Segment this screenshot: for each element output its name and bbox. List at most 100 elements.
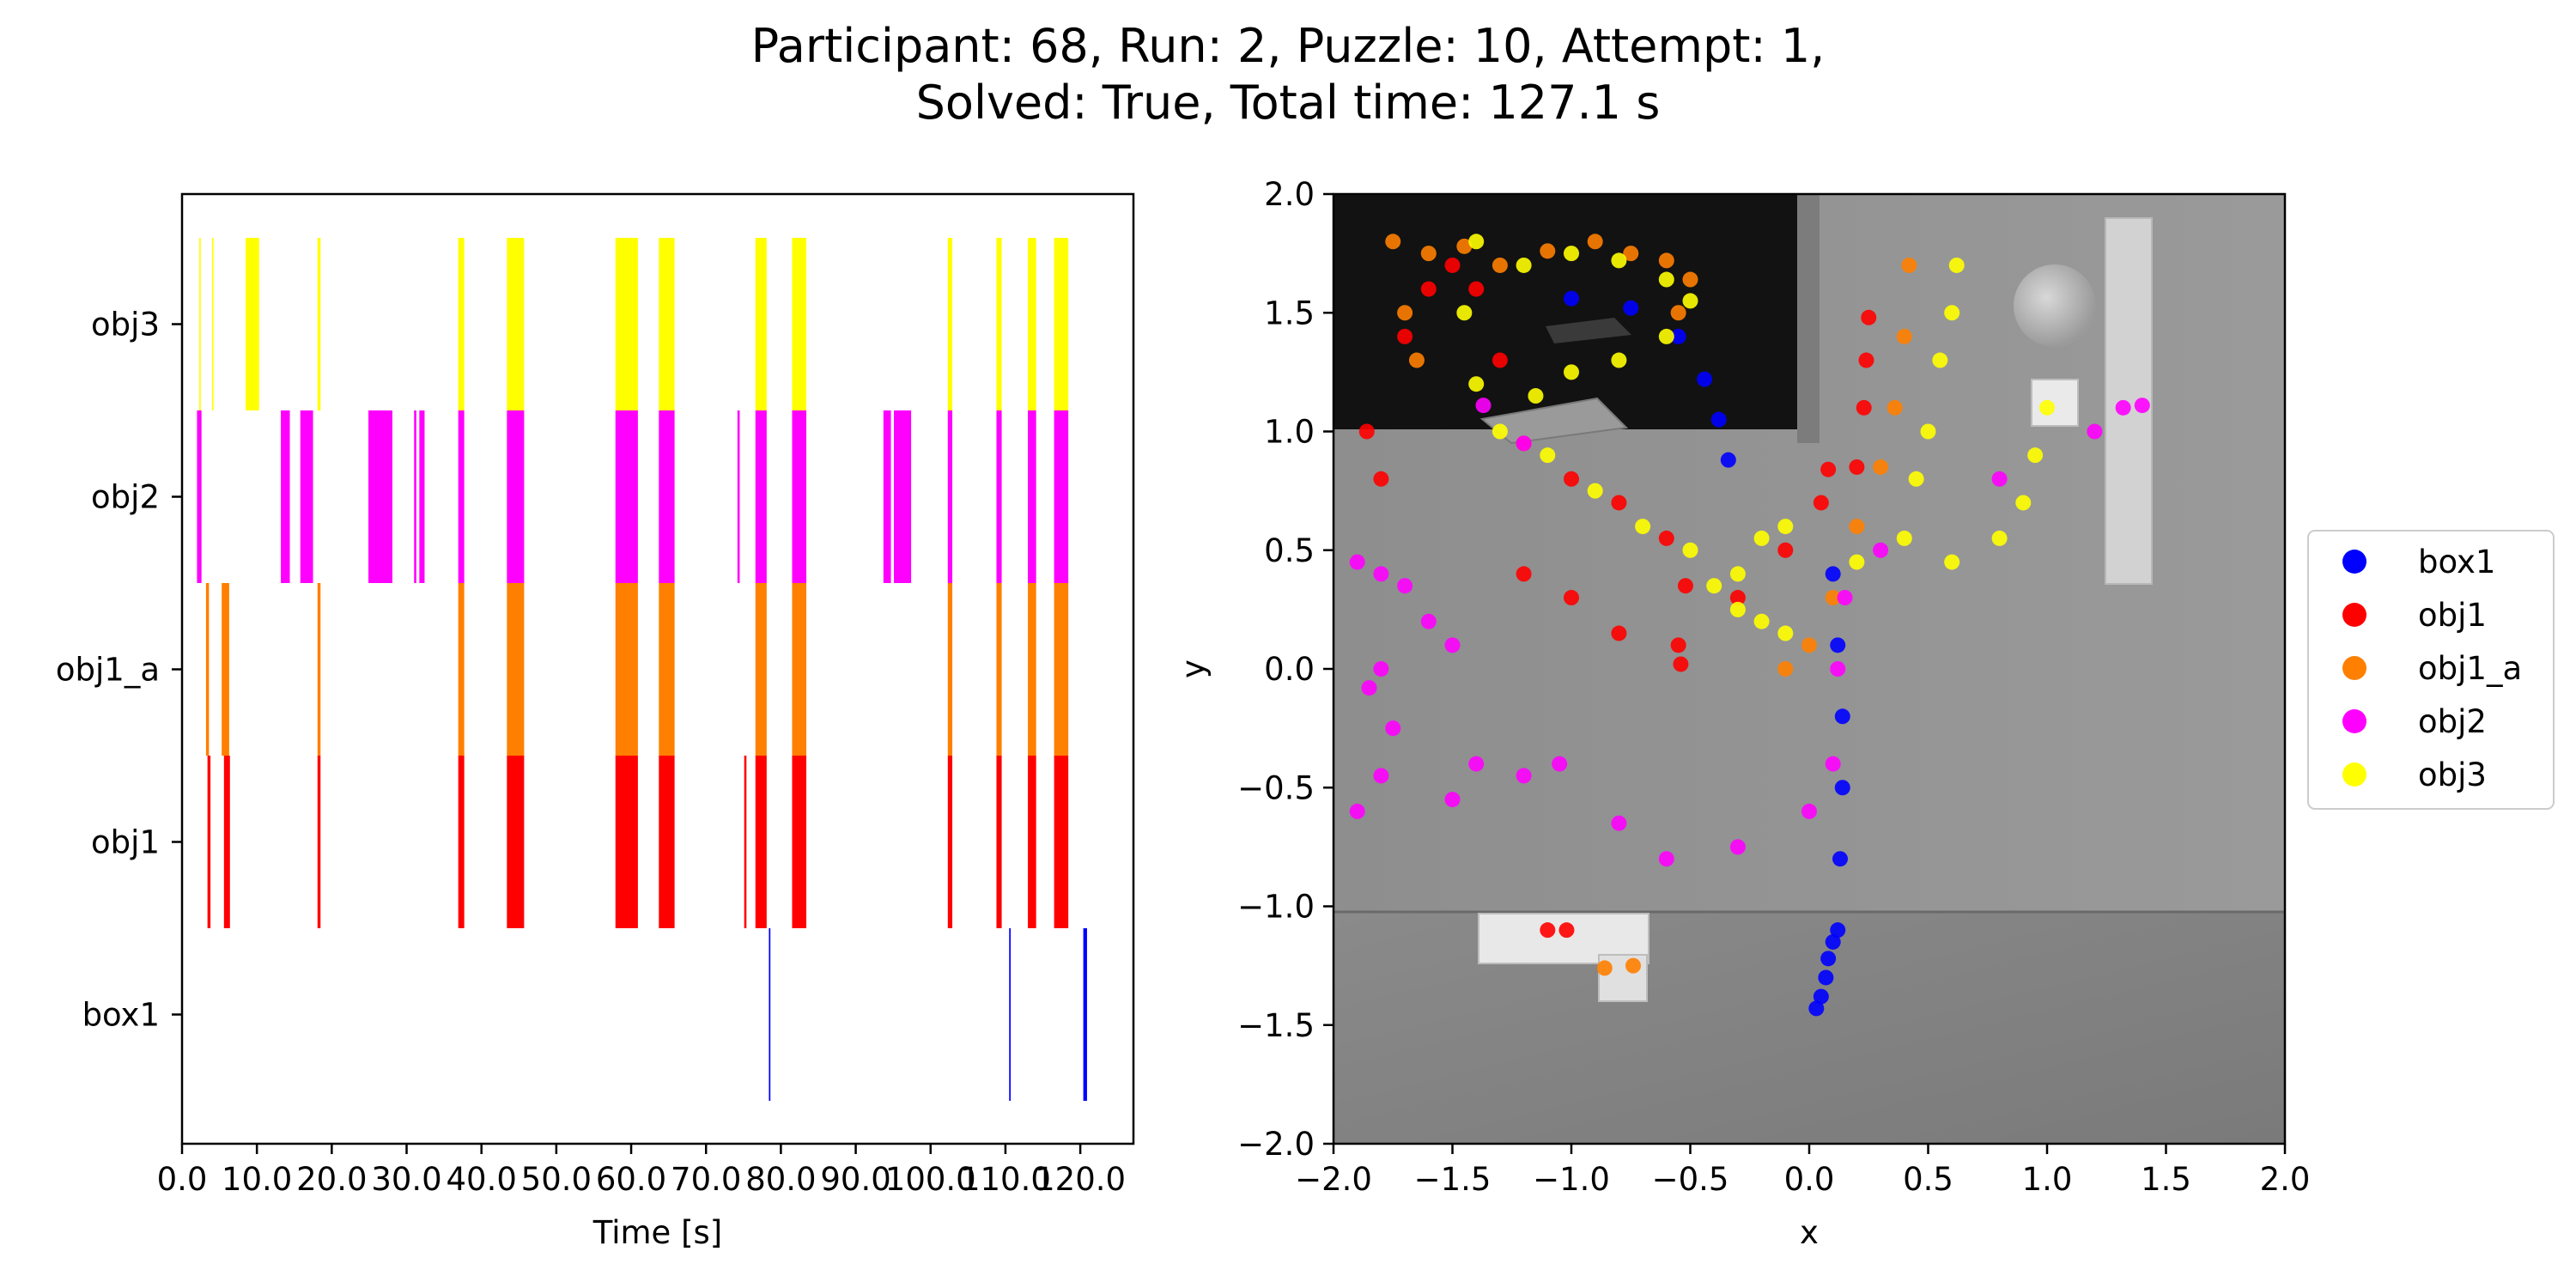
trajectory-point-obj1 (1468, 281, 1485, 297)
trajectory-point-obj1_a (1408, 352, 1425, 368)
figure-title-line1: Participant: 68, Run: 2, Puzzle: 10, Att… (751, 19, 1826, 73)
timeline-bar-obj3 (659, 238, 675, 410)
trajectory-y-ticks: −2.0 −1.5 −1.0 −0.5 0.0 0.5 1.0 1.5 2.0 (1237, 176, 1334, 1163)
timeline-bar-obj1_a (615, 583, 638, 756)
timeline-axes-frame (180, 192, 1135, 1145)
timeline-bar-obj1 (744, 756, 747, 928)
trajectory-point-obj1_a (1825, 590, 1841, 606)
scene-wall-post (1797, 194, 1820, 443)
timeline-bar-obj3 (996, 238, 1002, 410)
timeline-bar-obj2 (281, 410, 290, 583)
trajectory-point-obj1 (1373, 471, 1389, 487)
timeline-x-tick-label: 60.0 (596, 1161, 666, 1198)
trajectory-point-obj1 (1564, 590, 1579, 606)
timeline-bar-obj1 (947, 756, 953, 928)
timeline-bar-obj2 (737, 410, 740, 583)
trajectory-point-obj2 (2087, 423, 2103, 440)
timeline-bar-obj1_a (458, 583, 465, 756)
timeline-y-tick-label: obj3 (91, 307, 160, 343)
timeline-x-tick-label: 80.0 (745, 1161, 816, 1198)
legend-label-obj1_a: obj1_a (2418, 650, 2522, 687)
trajectory-point-obj3 (1932, 352, 1948, 368)
timeline-bar-obj1 (1028, 756, 1036, 928)
trajectory-point-box1 (1834, 780, 1850, 796)
timeline-bar-obj1 (507, 756, 525, 928)
trajectory-point-obj1_a (1456, 238, 1473, 254)
timeline-bar-obj1 (207, 756, 211, 928)
trajectory-point-obj1 (1658, 530, 1674, 546)
timeline-bar-obj1_a (1054, 583, 1069, 756)
trajectory-point-obj1 (1358, 423, 1375, 440)
trajectory-point-obj1_a (1886, 399, 1903, 416)
trajectory-point-obj1 (1849, 459, 1865, 475)
timeline-bar-obj1_a (947, 583, 953, 756)
trajectory-point-obj3 (1729, 566, 1746, 582)
trajectory-x-tick-label: −2.0 (1295, 1161, 1372, 1198)
timeline-bar-obj2 (792, 410, 807, 583)
trajectory-point-obj3 (1896, 530, 1912, 546)
trajectory-point-box1 (1825, 566, 1841, 582)
trajectory-point-box1 (1670, 328, 1686, 344)
trajectory-point-obj3 (1729, 601, 1746, 617)
trajectory-x-tick-label: 2.0 (2260, 1161, 2311, 1198)
trajectory-point-box1 (1834, 708, 1850, 725)
legend-label-box1: box1 (2418, 544, 2495, 580)
timeline-bar-obj2 (419, 410, 425, 583)
timeline-bar-obj2 (507, 410, 525, 583)
trajectory-point-obj2 (1830, 661, 1846, 677)
trajectory-point-obj2 (1361, 680, 1377, 696)
trajectory-y-tick-label: 1.0 (1264, 414, 1315, 451)
timeline-x-axis-label: Time [s] (592, 1214, 722, 1251)
scene-shelf (1546, 318, 1631, 343)
legend-label-obj3: obj3 (2418, 756, 2487, 793)
legend-marker-obj2 (2342, 709, 2366, 733)
trajectory-point-box1 (1808, 1000, 1825, 1017)
trajectory-point-obj1 (1558, 922, 1575, 939)
trajectory-point-obj2 (1373, 768, 1389, 784)
timeline-y-tick-label: box1 (82, 997, 160, 1034)
trajectory-point-obj3 (1944, 554, 1960, 570)
timeline-bar-obj3 (615, 238, 638, 410)
trajectory-point-obj2 (1729, 839, 1746, 855)
trajectory-point-obj1_a (1492, 257, 1508, 273)
timeline-bar-obj1_a (996, 583, 1002, 756)
trajectory-point-obj1 (1729, 590, 1746, 606)
trajectory-point-obj3 (1658, 271, 1674, 288)
timeline-bar-obj2 (883, 410, 891, 583)
scene-cylinder (2014, 264, 2096, 347)
trajectory-point-obj3 (1920, 423, 1936, 440)
timeline-bar-obj2 (1054, 410, 1069, 583)
timeline-bar-obj2 (368, 410, 392, 583)
legend-marker-obj1_a (2342, 656, 2366, 680)
trajectory-point-obj3 (1777, 519, 1794, 535)
timeline-bar-obj2 (197, 410, 202, 583)
trajectory-point-obj1 (1677, 578, 1693, 594)
trajectory-point-obj1_a (1901, 257, 1917, 273)
trajectory-point-obj3 (1682, 542, 1698, 558)
trajectory-point-obj1_a (1385, 234, 1401, 250)
timeline-bar-obj3 (1054, 238, 1069, 410)
timeline-bar-obj2 (894, 410, 912, 583)
trajectory-point-obj3 (1658, 328, 1674, 344)
timeline-bar-obj1 (458, 756, 465, 928)
trajectory-point-obj3 (2039, 399, 2055, 416)
trajectory-point-obj1_a (1596, 960, 1613, 976)
trajectory-y-axis-label: y (1175, 659, 1212, 678)
trajectory-point-obj1 (1861, 309, 1877, 325)
timeline-bar-obj2 (300, 410, 313, 583)
timeline-bar-obj2 (947, 410, 953, 583)
trajectory-point-obj3 (1944, 305, 1960, 321)
trajectory-point-obj3 (1587, 483, 1603, 499)
timeline-bar-obj1_a (755, 583, 767, 756)
trajectory-point-obj2 (1611, 815, 1627, 831)
timeline-bar-obj2 (458, 410, 465, 583)
trajectory-point-obj1_a (1540, 243, 1556, 259)
trajectory-point-obj1_a (1682, 271, 1698, 288)
timeline-bars (197, 238, 1087, 1101)
trajectory-point-obj3 (1528, 388, 1544, 404)
trajectory-point-box1 (1564, 290, 1579, 307)
trajectory-point-obj2 (1801, 803, 1817, 819)
legend-frame (2307, 530, 2555, 810)
trajectory-point-obj2 (1349, 554, 1365, 570)
timeline-bar-obj1 (317, 756, 321, 928)
